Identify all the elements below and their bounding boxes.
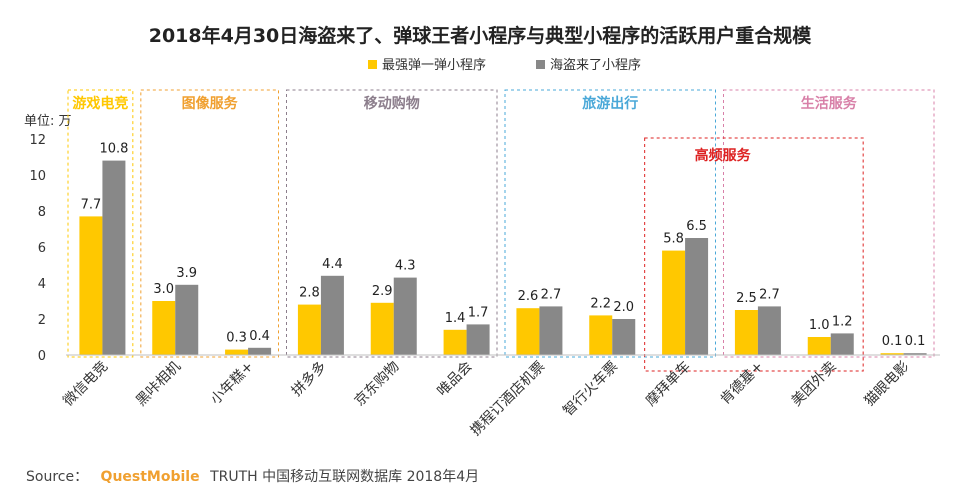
x-tick-label: 京东购物	[352, 359, 403, 410]
x-tick-label: 唯品会	[434, 359, 475, 400]
y-axis-ticks: 0 2 4 6 8 10 12	[29, 133, 46, 364]
bar-value-label: 2.2	[590, 296, 611, 311]
legend-swatch	[536, 60, 545, 69]
bar-value-label: 0.1	[905, 334, 926, 349]
bar-series-2	[102, 160, 126, 355]
bar-series-1	[152, 301, 176, 355]
bar-value-label: 0.3	[226, 331, 247, 346]
bar-value-label: 2.9	[372, 284, 393, 299]
x-tick-label: 猫眼电影	[862, 359, 913, 410]
y-tick-label: 2	[38, 313, 46, 328]
legend-swatch	[368, 60, 377, 69]
y-tick-label: 10	[29, 169, 46, 184]
bar-value-label: 4.4	[322, 257, 343, 272]
y-tick-label: 0	[38, 349, 46, 364]
bar-value-label: 1.2	[832, 314, 853, 329]
bar-series-1	[225, 349, 249, 355]
group-box	[286, 89, 498, 358]
x-tick-label: 携程订酒店机票	[468, 359, 549, 440]
bar-series-1	[516, 308, 540, 355]
y-tick-label: 6	[38, 241, 46, 256]
bar-series-1	[734, 310, 758, 355]
bar-series-1	[880, 353, 904, 355]
bar-value-label: 4.3	[395, 259, 416, 274]
group-label: 移动购物	[364, 95, 420, 112]
source-brand: QuestMobile	[101, 469, 200, 485]
x-tick-label: 肯德基+	[717, 358, 767, 408]
group-box	[67, 89, 134, 358]
y-tick-label: 8	[38, 205, 46, 220]
group-label: 游戏电竞	[72, 95, 128, 112]
bar-value-label: 0.1	[882, 334, 903, 349]
bar-value-label: 10.8	[99, 142, 128, 157]
group-box	[504, 89, 716, 358]
highlight-label: 高频服务	[695, 147, 752, 164]
y-tick-label: 12	[29, 133, 46, 148]
x-tick-label: 智行火车票	[560, 358, 622, 420]
bar-value-label: 7.7	[81, 197, 102, 212]
x-tick-label: 微信电竞	[60, 358, 112, 410]
legend-label: 最强弹一弹小程序	[382, 58, 486, 73]
bar-value-label: 2.8	[299, 286, 320, 301]
bar-value-label: 1.0	[809, 318, 830, 333]
x-tick-label: 摩拜单车	[642, 358, 694, 410]
legend-label: 海盗来了小程序	[550, 57, 641, 73]
bar-series: 7.7 3.0 0.3 2.8 2.9 1.4 2.6 2.2 5.8 2.5 1.0 0.1 10.8…	[79, 142, 927, 355]
bar-series-1	[589, 315, 613, 355]
source-text: TRUTH 中国移动互联网数据库 2018年4月	[209, 469, 479, 485]
bar-value-label: 5.8	[663, 232, 684, 247]
source-prefix: Source：	[26, 469, 88, 485]
bar-value-label: 3.0	[153, 282, 174, 297]
bar-series-2	[393, 277, 417, 355]
y-axis-label: 单位: 万	[24, 114, 72, 129]
bar-value-label: 1.4	[445, 311, 466, 326]
y-tick-label: 4	[38, 277, 46, 292]
bar-series-2	[539, 306, 563, 355]
legend: 最强弹一弹小程序 海盗来了小程序	[368, 57, 641, 73]
source-note: Source： QuestMobile TRUTH 中国移动互联网数据库 201…	[26, 469, 479, 485]
bar-value-label: 1.7	[468, 305, 489, 320]
bar-series-1	[443, 329, 467, 355]
bar-value-label: 2.7	[541, 287, 562, 302]
group-label: 图像服务	[182, 95, 239, 112]
x-tick-label: 黑咔相机	[133, 359, 184, 410]
bar-series-2	[320, 275, 344, 355]
highlight-box	[644, 137, 864, 372]
bar-value-label: 0.4	[249, 329, 270, 344]
bar-value-label: 3.9	[176, 266, 197, 281]
bar-value-label: 2.7	[759, 287, 780, 302]
bar-series-2	[757, 306, 781, 355]
bar-value-label: 2.0	[613, 300, 634, 315]
bar-series-2	[903, 353, 927, 355]
bar-series-2	[612, 319, 636, 355]
x-tick-label: 拼多多	[288, 358, 330, 400]
bar-series-2	[466, 324, 490, 355]
bar-value-label: 2.5	[736, 291, 757, 306]
bar-series-1	[807, 337, 831, 355]
group-box	[723, 89, 935, 358]
chart-title: 2018年4月30日海盗来了、弹球王者小程序与典型小程序的活跃用户重合规模	[149, 24, 813, 47]
bar-series-1	[297, 304, 321, 355]
x-tick-label: 小年糕+	[208, 359, 257, 408]
group-label: 生活服务	[801, 95, 858, 112]
bar-value-label: 6.5	[686, 219, 707, 234]
bar-series-2	[175, 284, 199, 355]
bar-series-2	[248, 347, 272, 355]
bar-series-1	[662, 250, 686, 355]
bar-series-2	[830, 333, 854, 355]
bar-series-2	[685, 238, 709, 355]
bar-series-1	[370, 302, 394, 355]
group-box	[140, 89, 279, 358]
bar-series-1	[79, 216, 103, 355]
group-label: 旅游出行	[582, 95, 638, 112]
bar-value-label: 2.6	[518, 289, 539, 304]
x-tick-label: 美团外卖	[789, 359, 840, 410]
